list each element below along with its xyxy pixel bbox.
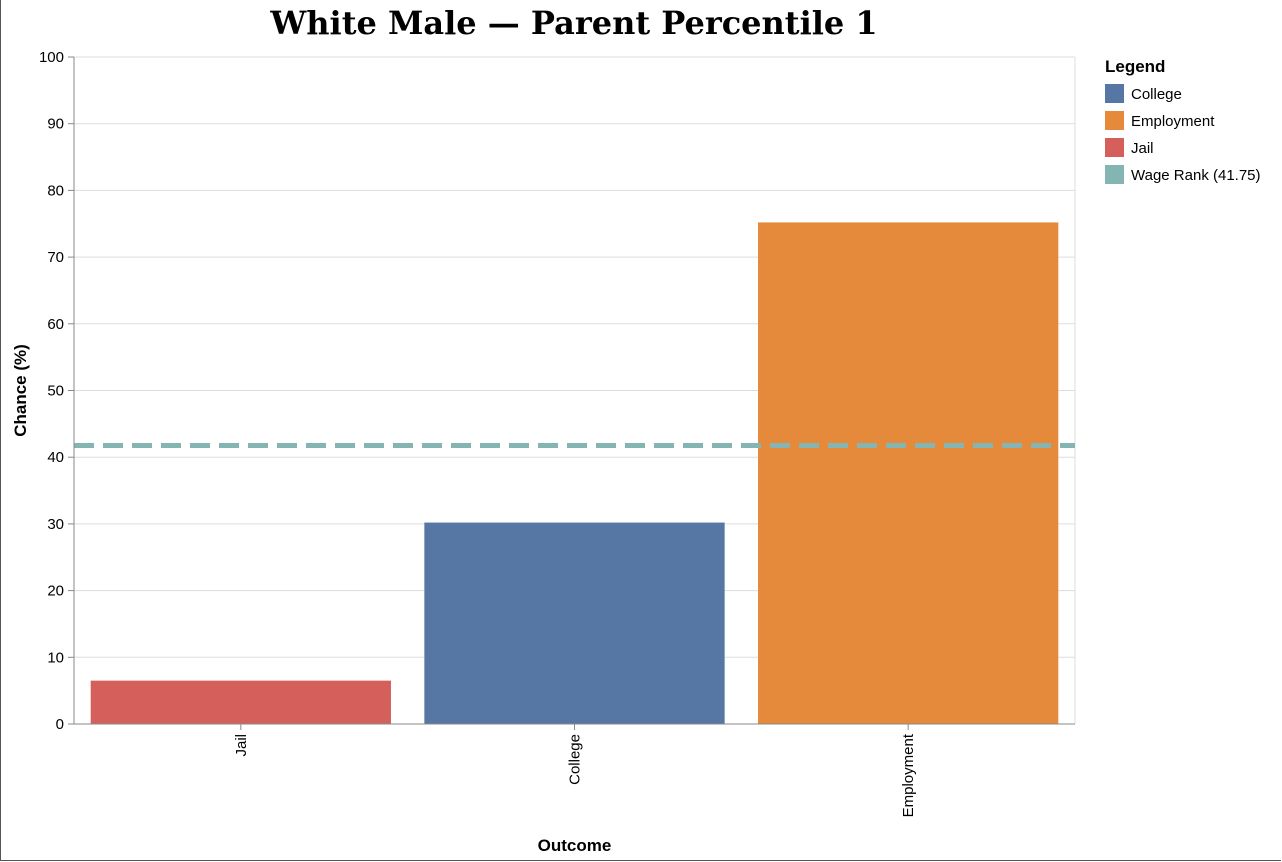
y-tick-label: 90: [47, 116, 64, 133]
x-tick-label: Jail: [233, 734, 250, 757]
y-tick-label: 50: [47, 383, 64, 400]
bar-jail: [90, 680, 391, 724]
x-axis-title: Outcome: [538, 836, 612, 855]
legend-item-label: Employment: [1131, 113, 1215, 130]
legend-swatch: [1105, 84, 1124, 103]
y-tick-label: 80: [47, 182, 64, 199]
x-tick-label: College: [567, 734, 584, 785]
x-tick-label: Employment: [900, 733, 917, 817]
y-tick-label: 0: [56, 716, 64, 733]
legend-title: Legend: [1105, 57, 1165, 76]
chart-title: White Male — Parent Percentile 1: [269, 4, 877, 42]
legend-swatch: [1105, 111, 1124, 130]
legend-swatch: [1105, 138, 1124, 157]
axes: 0 10 20 30 40 50 60 70 80 90 100 Jail College Employm…: [39, 49, 1075, 817]
bars: [90, 222, 1059, 724]
y-tick-label: 40: [47, 449, 64, 466]
legend-item-label: College: [1131, 86, 1182, 103]
legend: Legend College Employment Jail Wage Rank (4…: [1105, 57, 1261, 184]
y-tick-label: 30: [47, 516, 64, 533]
legend-swatch: [1105, 165, 1124, 184]
y-tick-label: 10: [47, 649, 64, 666]
legend-item-label: Jail: [1131, 140, 1154, 157]
y-axis-title: Chance (%): [11, 344, 30, 437]
y-tick-label: 70: [47, 249, 64, 266]
y-tick-label: 20: [47, 583, 64, 600]
bar-employment: [758, 222, 1059, 724]
bar-college: [424, 522, 725, 724]
y-tick-label: 60: [47, 316, 64, 333]
legend-item-label: Wage Rank (41.75): [1131, 167, 1261, 184]
y-tick-label: 100: [39, 49, 64, 66]
